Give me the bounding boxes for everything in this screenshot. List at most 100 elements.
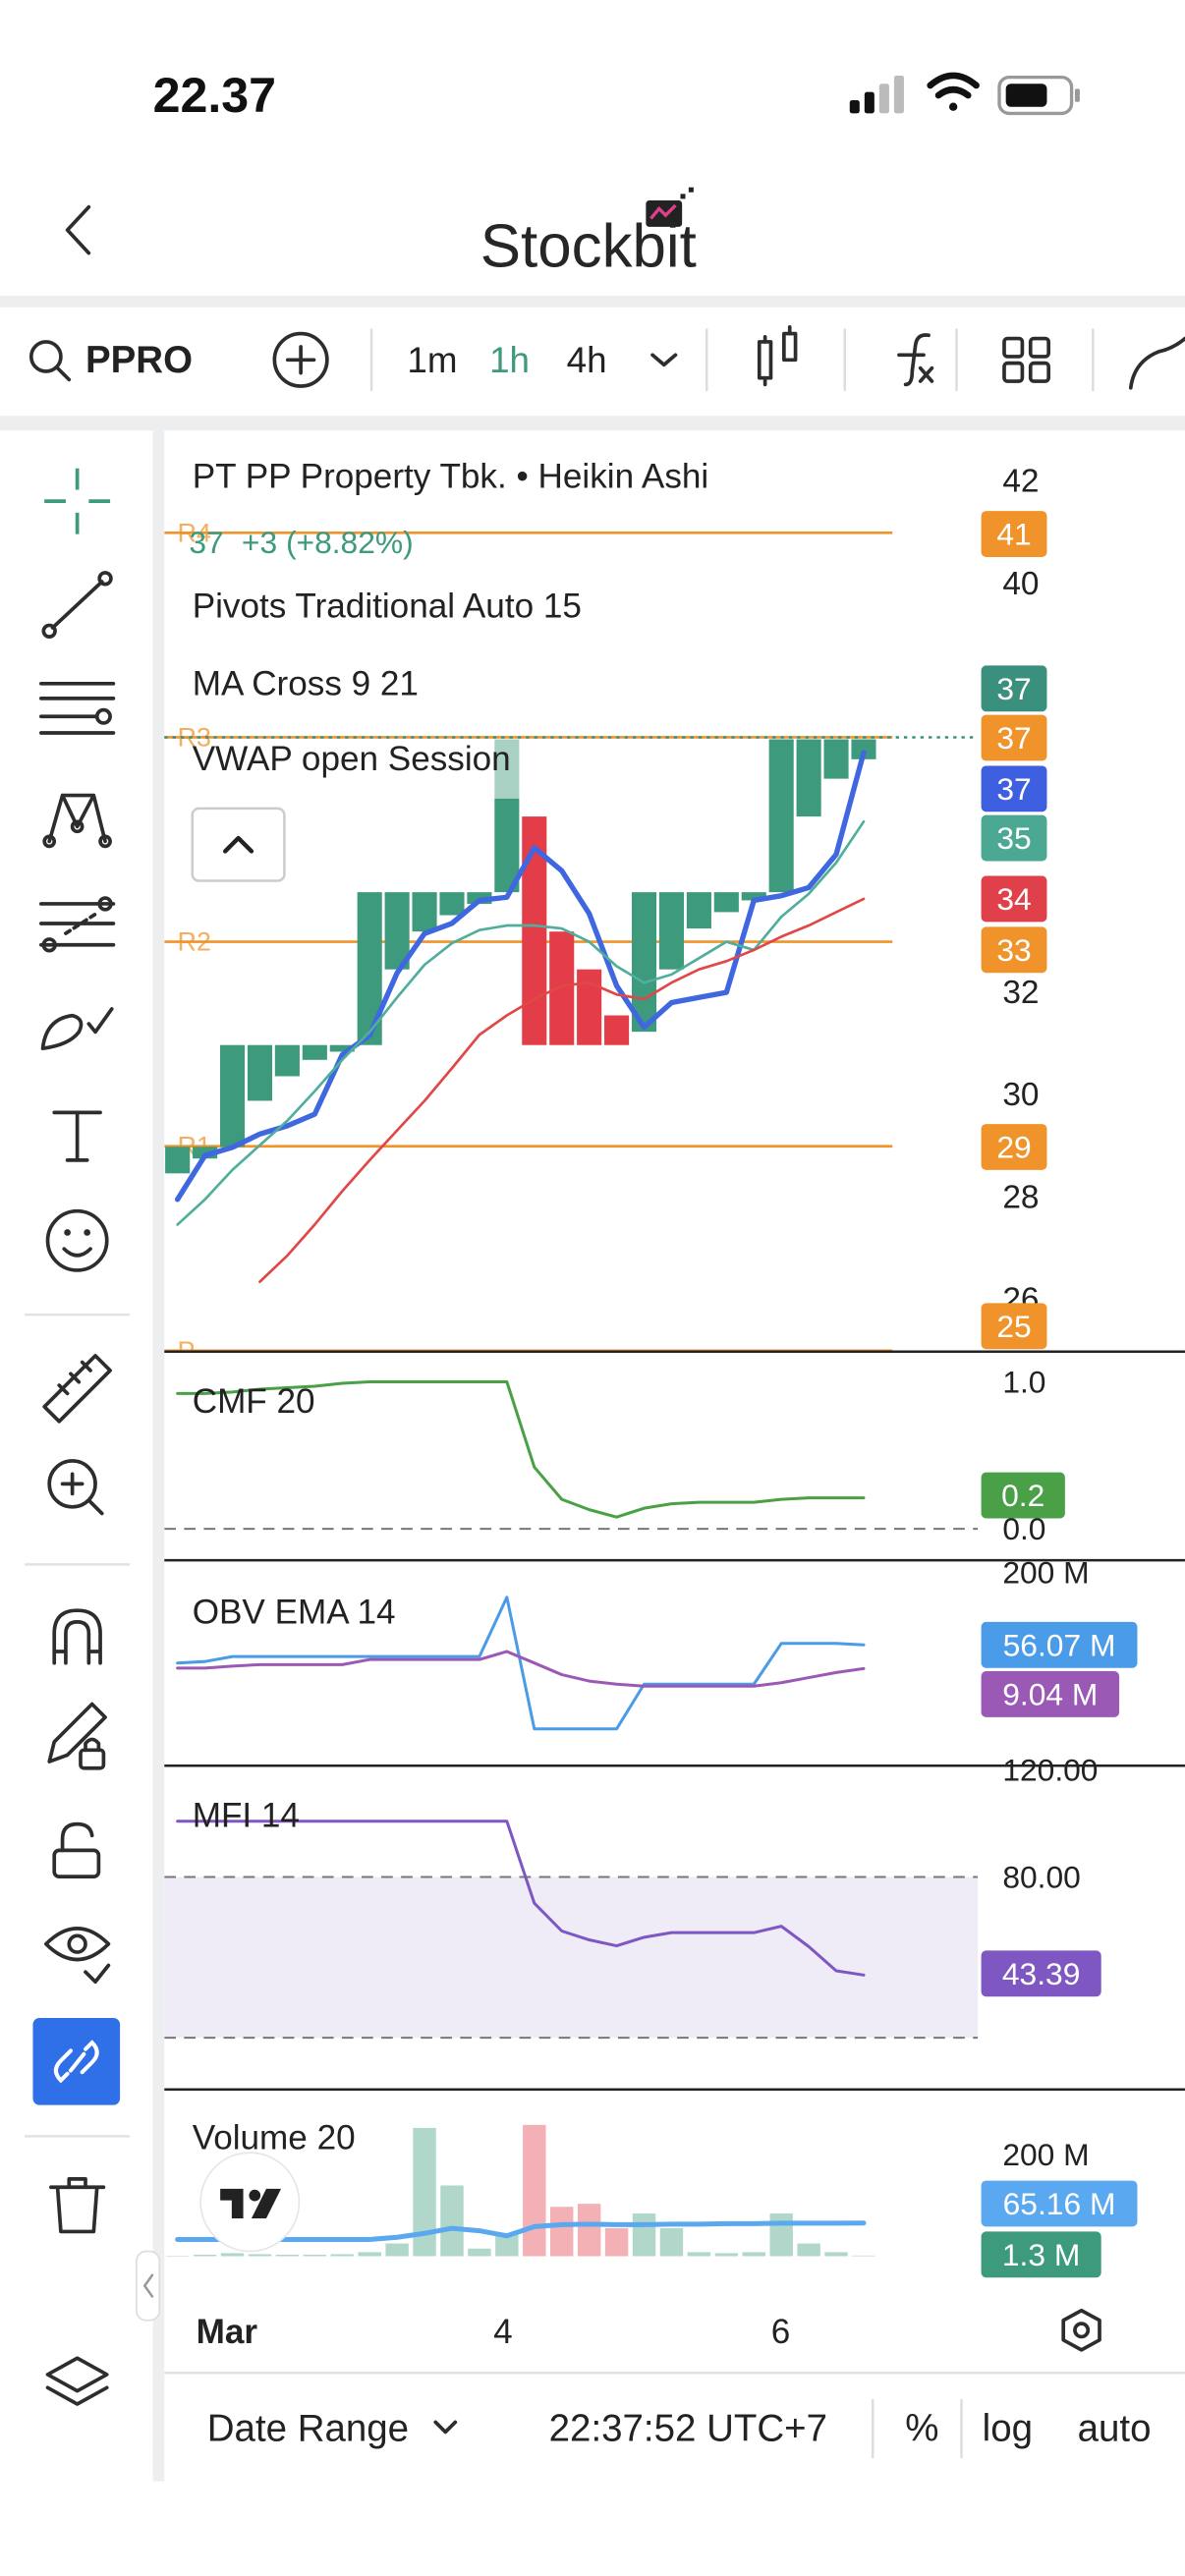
indicator-label[interactable]: Pivots Traditional Auto 15 bbox=[193, 588, 582, 626]
candle-body bbox=[823, 739, 849, 779]
drawing-toolbar bbox=[25, 468, 161, 2406]
date-range-button[interactable]: Date Range bbox=[207, 2408, 409, 2450]
price-label: 35 bbox=[996, 820, 1031, 856]
hide-tool[interactable] bbox=[44, 1926, 111, 1985]
percent-toggle[interactable]: % bbox=[905, 2408, 938, 2450]
x-tick-label: 4 bbox=[493, 2313, 513, 2351]
mfi-value-label: 43.39 bbox=[1002, 1956, 1081, 1991]
volume-bar bbox=[413, 2127, 436, 2257]
interval-button[interactable]: 4h bbox=[567, 340, 607, 380]
cmf-value-label-box bbox=[981, 1472, 1065, 1519]
volume-bar bbox=[440, 2185, 464, 2257]
chart-type-button[interactable] bbox=[757, 325, 798, 387]
price-label: 37 bbox=[996, 671, 1031, 706]
interval-button[interactable]: 1h bbox=[489, 340, 530, 380]
log-toggle[interactable]: log bbox=[983, 2408, 1033, 2450]
candle-body bbox=[165, 1147, 191, 1174]
price-label: 37 bbox=[996, 771, 1031, 807]
status-time: 22.37 bbox=[153, 68, 277, 123]
cmf-line bbox=[176, 1380, 866, 1519]
line-tool[interactable] bbox=[41, 571, 113, 639]
settings-button[interactable] bbox=[1061, 2308, 1101, 2352]
interval-button[interactable]: 1m bbox=[407, 340, 457, 380]
tradingview-logo[interactable] bbox=[199, 2152, 301, 2253]
price-label: 33 bbox=[996, 932, 1031, 968]
volume-bar bbox=[468, 2248, 491, 2257]
indicator-panes bbox=[164, 1380, 979, 2257]
candle-body bbox=[577, 969, 602, 1045]
chart[interactable]: R4R3R2R1P2628303240424137373735343329250… bbox=[164, 464, 1185, 2351]
price-change: +3 (+8.82%) bbox=[242, 525, 414, 560]
candle-body bbox=[713, 892, 739, 913]
volume-bar bbox=[714, 2253, 739, 2257]
cmf-value-label: 0.2 bbox=[1001, 1478, 1044, 1513]
volume-bar bbox=[824, 2252, 848, 2257]
drawing-button[interactable] bbox=[1128, 336, 1185, 390]
back-button[interactable] bbox=[65, 204, 91, 255]
pivot-label: R4 bbox=[178, 518, 211, 547]
y-tick-label: 28 bbox=[1002, 1179, 1039, 1215]
sync-drawing-tool[interactable] bbox=[32, 2017, 121, 2105]
obv-line bbox=[176, 1596, 866, 1731]
candle-body bbox=[796, 739, 821, 817]
price-label-box bbox=[981, 1124, 1047, 1170]
brush-tool[interactable] bbox=[40, 1007, 114, 1050]
candle-body bbox=[329, 1044, 355, 1052]
delete-tool[interactable] bbox=[49, 2177, 106, 2234]
y-tick-label: 0.0 bbox=[1002, 1511, 1045, 1546]
indicator-label[interactable]: MA Cross 9 21 bbox=[193, 664, 419, 702]
crosshair-tool[interactable] bbox=[44, 468, 111, 534]
date-range-dropdown[interactable] bbox=[433, 2420, 458, 2435]
mfi-line bbox=[176, 1820, 866, 1977]
legend: PT PP Property Tbk. • Heikin Ashi 37 +3 … bbox=[189, 458, 708, 882]
zoom-tool[interactable] bbox=[47, 1459, 104, 1516]
volume-bar bbox=[303, 2254, 327, 2257]
ruler-tool[interactable] bbox=[42, 1354, 112, 1424]
volume-ma-label: 65.16 M bbox=[1003, 2186, 1116, 2221]
price-label: 41 bbox=[996, 517, 1031, 552]
x-tick-label: Mar bbox=[197, 2313, 258, 2351]
text-tool[interactable] bbox=[52, 1110, 102, 1162]
interval-dropdown[interactable] bbox=[650, 353, 678, 367]
volume-ma-label-box bbox=[981, 2180, 1138, 2227]
magnet-tool[interactable] bbox=[52, 1608, 102, 1665]
battery-icon bbox=[997, 75, 1080, 116]
candle-body bbox=[741, 892, 766, 901]
indicators-button[interactable] bbox=[897, 333, 934, 387]
indicator-label[interactable]: VWAP open Session bbox=[193, 740, 511, 778]
volume-bar bbox=[523, 2124, 546, 2257]
volume-bar bbox=[495, 2233, 519, 2257]
x-tick-label: 6 bbox=[771, 2313, 791, 2351]
clock[interactable]: 22:37:52 UTC+7 bbox=[549, 2408, 827, 2450]
lock-drawings-tool[interactable] bbox=[47, 1702, 107, 1770]
candle-wick bbox=[494, 739, 520, 799]
y-tick-label: 120.00 bbox=[1002, 1752, 1098, 1787]
layout-button[interactable] bbox=[1002, 336, 1050, 383]
add-symbol-button[interactable] bbox=[272, 331, 329, 388]
pattern-tool[interactable] bbox=[42, 793, 112, 849]
collapse-legend-button[interactable] bbox=[191, 807, 286, 882]
candle-body bbox=[247, 1044, 273, 1101]
layers-button[interactable] bbox=[45, 2356, 109, 2406]
divider bbox=[0, 296, 1185, 308]
candle-body bbox=[658, 892, 684, 970]
wifi-icon bbox=[927, 72, 980, 111]
bottom-bar: Date Range 22:37:52 UTC+7 % log auto bbox=[207, 2399, 1152, 2459]
parallel-tool[interactable] bbox=[38, 681, 116, 735]
auto-toggle[interactable]: auto bbox=[1078, 2408, 1152, 2450]
search-icon[interactable] bbox=[28, 340, 72, 382]
volume-bar bbox=[687, 2252, 711, 2257]
fib-tool[interactable] bbox=[38, 896, 116, 953]
price-label: 34 bbox=[996, 881, 1031, 917]
price-axis: 2628303240424137373735343329250.21.00.05… bbox=[981, 464, 1138, 2278]
symbol[interactable]: PPRO bbox=[85, 339, 193, 381]
unlock-tool[interactable] bbox=[52, 1821, 101, 1878]
candle-body bbox=[384, 892, 410, 970]
price-label-box bbox=[981, 1303, 1047, 1350]
y-tick-label: 32 bbox=[1002, 975, 1039, 1011]
collapse-toolbar[interactable] bbox=[136, 2250, 161, 2322]
price-label: 25 bbox=[996, 1309, 1031, 1344]
ma-line bbox=[174, 750, 867, 1203]
mfi-value-label-box bbox=[981, 1950, 1101, 1997]
emoji-tool[interactable] bbox=[45, 1208, 109, 1272]
